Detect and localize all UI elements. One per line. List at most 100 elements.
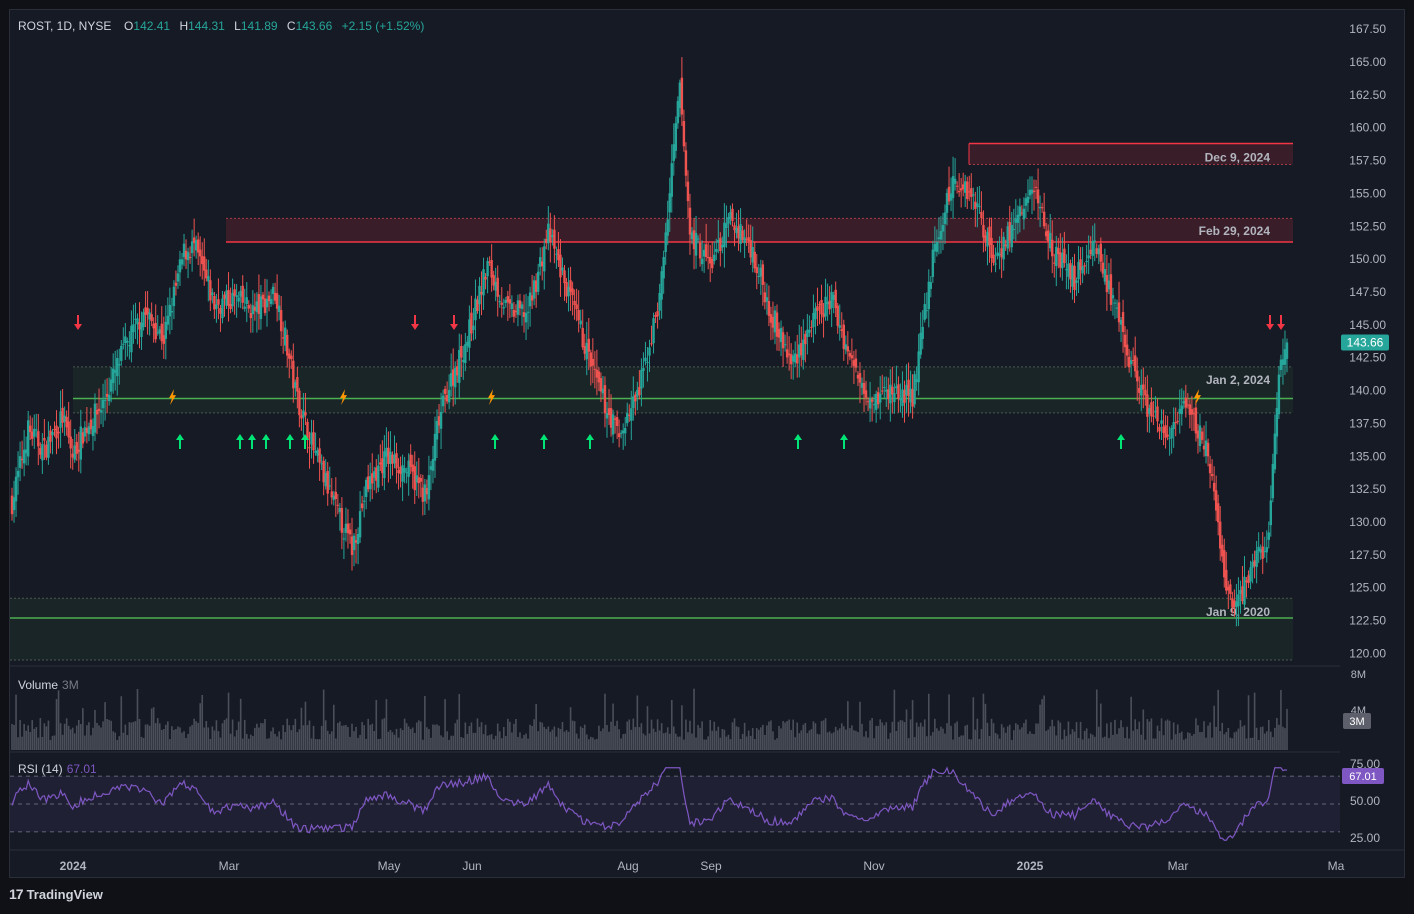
volume-bar: [1104, 736, 1106, 750]
volume-bar: [256, 723, 258, 750]
candle-body: [1131, 360, 1135, 362]
volume-bar: [247, 738, 250, 750]
candle-body: [460, 345, 463, 358]
candle-body: [881, 390, 884, 392]
candle-body: [1000, 248, 1003, 258]
volume-bar: [988, 735, 991, 750]
candle-body: [1214, 490, 1218, 511]
candle-body: [1233, 600, 1236, 607]
volume-bar: [600, 731, 602, 750]
volume-bar: [468, 726, 471, 750]
volume-bar: [685, 719, 687, 750]
candle-body: [1046, 230, 1050, 242]
candle-body: [585, 342, 588, 360]
candle-body: [579, 320, 582, 325]
volume-pane-label[interactable]: Volume 3M: [18, 678, 79, 692]
volume-bar: [861, 723, 863, 750]
volume-bar: [389, 729, 392, 750]
candle-body: [642, 367, 645, 371]
volume-bar: [424, 696, 426, 750]
rsi-pane-label[interactable]: RSI (14) 67.01: [18, 762, 97, 776]
volume-bar: [1187, 732, 1189, 750]
volume-bar: [43, 723, 46, 750]
volume-bar: [179, 727, 181, 750]
candle-body: [866, 401, 870, 403]
high-value: 144.31: [188, 19, 225, 33]
candle-body: [848, 352, 852, 357]
candle-body: [660, 271, 663, 300]
volume-bar: [515, 718, 517, 750]
volume-bar: [116, 739, 119, 750]
volume-bar: [130, 722, 133, 750]
candle-body: [621, 430, 625, 434]
volume-bar: [270, 731, 272, 750]
volume-bar: [201, 695, 204, 750]
volume-bar: [1037, 723, 1039, 750]
candle-body: [1034, 186, 1038, 188]
volume-bar: [292, 725, 295, 750]
candle-body: [85, 427, 89, 433]
volume-bar: [895, 730, 898, 750]
volume-bar: [1195, 718, 1197, 750]
candle-body: [700, 258, 704, 265]
candle-body: [286, 334, 289, 356]
candle-body: [1190, 409, 1194, 415]
candle-body: [1223, 550, 1226, 578]
footer-brand[interactable]: 17 TradingView: [9, 886, 103, 902]
volume-bar: [345, 724, 347, 750]
volume-bar: [877, 725, 879, 750]
volume-bar: [950, 725, 952, 750]
volume-bar: [699, 727, 701, 750]
candle-body: [496, 277, 499, 297]
candle-body: [439, 411, 443, 429]
candle-body: [304, 412, 307, 416]
volume-bar: [948, 694, 950, 750]
candle-body: [719, 237, 722, 252]
volume-bar: [63, 723, 66, 750]
candle-body: [1188, 404, 1192, 415]
candle-body: [346, 523, 350, 534]
chart-frame[interactable]: [9, 9, 1405, 878]
volume-bar: [185, 737, 187, 750]
volume-bar: [1185, 738, 1187, 750]
volume-bar: [462, 737, 465, 750]
candle-body: [927, 281, 930, 310]
symbol-name[interactable]: ROST, 1D, NYSE: [18, 19, 112, 33]
candle-body: [872, 404, 876, 406]
candle-body: [812, 312, 815, 327]
candle-body: [1002, 236, 1005, 260]
candle-body: [138, 322, 141, 330]
candle-body: [984, 235, 987, 242]
candle-body: [520, 304, 524, 309]
candle-body: [1138, 387, 1141, 393]
candle-body: [508, 299, 512, 304]
candle-body: [1144, 389, 1147, 396]
candle-body: [59, 411, 62, 428]
volume-bar: [960, 735, 962, 750]
candle-body: [279, 310, 283, 332]
candle-body: [445, 395, 449, 402]
candle-body: [211, 292, 214, 296]
volume-bar: [67, 725, 70, 750]
candle-body: [328, 485, 331, 487]
candle-body: [1036, 189, 1040, 204]
volume-bar: [634, 727, 637, 750]
candle-body: [1180, 405, 1183, 415]
volume-bar: [229, 733, 232, 750]
candle-body: [970, 188, 973, 197]
volume-bar: [1142, 709, 1145, 750]
candle-body: [617, 433, 621, 438]
candle-body: [1267, 532, 1270, 540]
volume-bar: [695, 737, 697, 750]
volume-bar: [474, 732, 477, 750]
volume-bar: [984, 703, 987, 750]
candle-body: [405, 472, 408, 474]
candle-body: [670, 163, 673, 197]
candle-body: [1117, 302, 1121, 323]
volume-bar: [1128, 738, 1130, 750]
close-value: 143.66: [295, 19, 333, 33]
volume-bar: [1241, 726, 1244, 750]
volume-bar: [842, 726, 845, 750]
candle-body: [771, 316, 775, 328]
